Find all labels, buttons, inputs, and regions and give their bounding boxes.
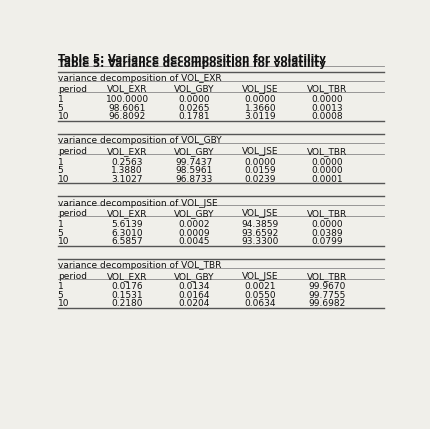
Text: period: period [58,85,87,94]
Text: 5: 5 [58,291,64,300]
Text: 10: 10 [58,112,69,121]
Text: 0.2180: 0.2180 [111,299,143,308]
Text: 0.0021: 0.0021 [245,282,276,291]
Text: VOL_TBR: VOL_TBR [307,272,347,281]
Text: variance decomposition of VOL_EXR: variance decomposition of VOL_EXR [58,74,221,83]
Text: 1: 1 [58,158,64,167]
Text: 1: 1 [58,95,64,104]
Text: period: period [58,272,87,281]
Text: 0.0000: 0.0000 [245,158,276,167]
Text: 0.0000: 0.0000 [245,95,276,104]
Text: VOL_EXR: VOL_EXR [107,85,147,94]
Text: 10: 10 [58,299,69,308]
Text: 5: 5 [58,166,64,175]
Text: 6.3010: 6.3010 [111,229,143,238]
Text: 10: 10 [58,175,69,184]
Text: 3.0119: 3.0119 [245,112,276,121]
Text: 0.0634: 0.0634 [245,299,276,308]
Text: 99.9670: 99.9670 [308,282,346,291]
Text: VOL_EXR: VOL_EXR [107,147,147,156]
Text: 0.0159: 0.0159 [245,166,276,175]
Text: 0.0000: 0.0000 [178,95,209,104]
Text: 0.0000: 0.0000 [311,220,343,229]
Text: 96.8092: 96.8092 [108,112,146,121]
Text: 0.0239: 0.0239 [245,175,276,184]
Text: period: period [58,209,87,218]
Text: 0.0134: 0.0134 [178,282,209,291]
Text: VOL_TBR: VOL_TBR [307,209,347,218]
Text: 99.7755: 99.7755 [308,291,346,300]
Text: 93.6592: 93.6592 [242,229,279,238]
Text: period: period [58,147,87,156]
Text: Table 5: Variance decomposition for volatility: Table 5: Variance decomposition for vola… [58,59,326,69]
Text: 0.0164: 0.0164 [178,291,209,300]
Text: 0.0000: 0.0000 [311,95,343,104]
Text: VOL_JSE: VOL_JSE [242,272,279,281]
Text: variance decomposition of VOL_GBY: variance decomposition of VOL_GBY [58,136,221,145]
Text: 96.8733: 96.8733 [175,175,212,184]
Text: 0.0204: 0.0204 [178,299,209,308]
Text: VOL_JSE: VOL_JSE [242,147,279,156]
Text: 0.2563: 0.2563 [111,158,143,167]
Text: 0.0000: 0.0000 [311,166,343,175]
Text: 0.1781: 0.1781 [178,112,209,121]
Text: 0.0008: 0.0008 [311,112,343,121]
Text: VOL_GBY: VOL_GBY [173,209,214,218]
Text: 94.3859: 94.3859 [242,220,279,229]
Text: 5: 5 [58,104,64,113]
Text: VOL_JSE: VOL_JSE [242,85,279,94]
Text: 98.6061: 98.6061 [108,104,146,113]
Text: 0.0265: 0.0265 [178,104,209,113]
Text: 0.0002: 0.0002 [178,220,209,229]
Text: 93.3300: 93.3300 [242,237,279,246]
Text: VOL_JSE: VOL_JSE [242,209,279,218]
Text: 1.3660: 1.3660 [245,104,276,113]
Text: 1.3880: 1.3880 [111,166,143,175]
Text: 98.5961: 98.5961 [175,166,212,175]
Text: 0.0000: 0.0000 [311,158,343,167]
Text: variance decomposition of VOL_TBR: variance decomposition of VOL_TBR [58,261,221,270]
Text: 6.5857: 6.5857 [111,237,143,246]
Text: 0.0176: 0.0176 [111,282,143,291]
Text: VOL_GBY: VOL_GBY [173,147,214,156]
Text: 99.7437: 99.7437 [175,158,212,167]
Text: 99.6982: 99.6982 [308,299,346,308]
Text: 0.0045: 0.0045 [178,237,209,246]
Text: VOL_GBY: VOL_GBY [173,272,214,281]
Text: 0.0009: 0.0009 [178,229,209,238]
Text: 3.1027: 3.1027 [111,175,143,184]
Text: Table 5: Variance decomposition for volatility: Table 5: Variance decomposition for vola… [58,54,326,64]
Text: 5.6139: 5.6139 [111,220,143,229]
Text: variance decomposition of VOL_JSE: variance decomposition of VOL_JSE [58,199,218,208]
Text: 100.0000: 100.0000 [105,95,149,104]
Text: 0.0799: 0.0799 [311,237,343,246]
Text: VOL_EXR: VOL_EXR [107,272,147,281]
Text: VOL_TBR: VOL_TBR [307,147,347,156]
Text: 0.0001: 0.0001 [311,175,343,184]
Text: 1: 1 [58,220,64,229]
Text: VOL_EXR: VOL_EXR [107,209,147,218]
Text: VOL_GBY: VOL_GBY [173,85,214,94]
Text: 1: 1 [58,282,64,291]
Text: 0.1531: 0.1531 [111,291,143,300]
Text: 0.0550: 0.0550 [245,291,276,300]
Text: VOL_TBR: VOL_TBR [307,85,347,94]
Text: 0.0013: 0.0013 [311,104,343,113]
Text: 10: 10 [58,237,69,246]
Text: 0.0389: 0.0389 [311,229,343,238]
Text: 5: 5 [58,229,64,238]
